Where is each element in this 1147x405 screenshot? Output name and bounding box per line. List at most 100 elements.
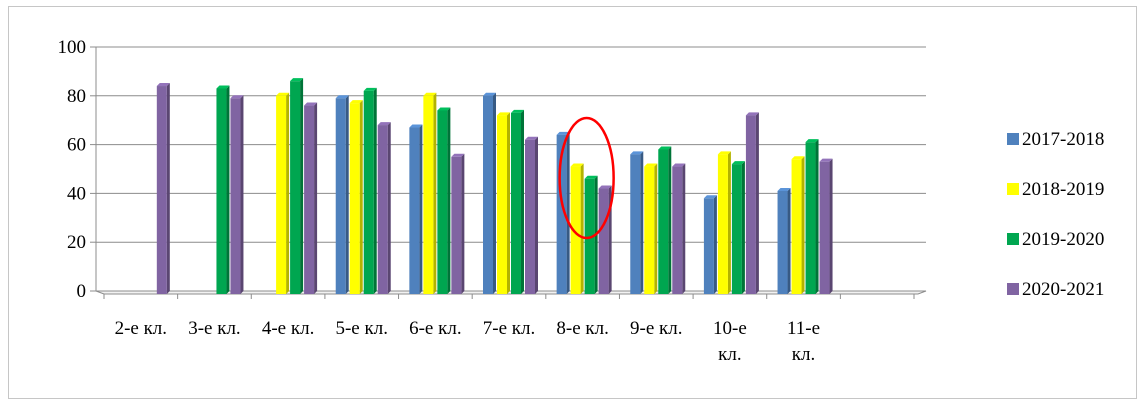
bar-top bbox=[377, 122, 391, 126]
bar bbox=[731, 164, 742, 294]
y-tick-label: 100 bbox=[58, 37, 87, 58]
bar-side bbox=[668, 146, 672, 294]
legend-swatch bbox=[1007, 183, 1019, 195]
bar bbox=[703, 198, 714, 294]
bar bbox=[819, 161, 830, 294]
bar bbox=[335, 98, 346, 295]
bar bbox=[423, 95, 434, 294]
bar bbox=[349, 103, 360, 295]
legend-swatch bbox=[1007, 233, 1019, 245]
x-tick-label: 3-е кл. bbox=[188, 318, 240, 339]
y-tick-label: 80 bbox=[67, 86, 86, 107]
bar-side bbox=[713, 195, 717, 294]
bar bbox=[290, 81, 301, 294]
bar-side bbox=[387, 122, 391, 294]
bar-side bbox=[580, 163, 584, 294]
bar bbox=[584, 178, 595, 294]
bar bbox=[377, 125, 388, 294]
bar-top bbox=[777, 187, 791, 191]
x-tick-label: 11-е bbox=[787, 318, 820, 339]
y-tick-label: 40 bbox=[67, 183, 86, 204]
legend-label: 2020-2021 bbox=[1022, 279, 1104, 300]
bar-top bbox=[658, 146, 672, 150]
bar-side bbox=[419, 124, 423, 295]
x-tick-label: 10-е bbox=[713, 318, 747, 339]
bar-top bbox=[717, 151, 731, 155]
legend: 2017-2018 2018-2019 2019-2020 2020-2021 bbox=[1007, 129, 1104, 300]
bar-side bbox=[640, 151, 644, 294]
bar-side bbox=[755, 112, 759, 294]
bar bbox=[644, 166, 655, 294]
bar-top bbox=[483, 92, 496, 96]
x-tick-label: 7-е кл. bbox=[483, 318, 535, 339]
bar-side bbox=[359, 100, 363, 295]
bar-side bbox=[741, 161, 745, 294]
bar bbox=[598, 188, 609, 294]
bar-top bbox=[598, 185, 612, 189]
bar-top bbox=[437, 107, 451, 111]
bar-top bbox=[156, 83, 170, 87]
bar-top bbox=[805, 139, 819, 143]
bar-top bbox=[216, 85, 230, 89]
bar-top bbox=[335, 95, 349, 99]
bar-side bbox=[801, 156, 805, 294]
bar-top bbox=[703, 195, 717, 199]
bar-side bbox=[787, 187, 791, 294]
bar bbox=[216, 88, 227, 294]
bar-side bbox=[682, 163, 686, 294]
y-tick-label: 20 bbox=[67, 232, 86, 253]
bar bbox=[363, 90, 374, 294]
bar-top bbox=[423, 92, 437, 96]
bar bbox=[570, 166, 581, 294]
bar bbox=[658, 149, 669, 294]
bar-top bbox=[556, 131, 570, 135]
bar bbox=[230, 98, 241, 295]
x-tick-label: 8-е кл. bbox=[556, 318, 608, 339]
y-tick-label: 0 bbox=[77, 281, 87, 302]
bar bbox=[304, 105, 315, 294]
bar-top bbox=[745, 112, 759, 116]
legend-swatch bbox=[1007, 283, 1019, 295]
bar-top bbox=[363, 87, 377, 91]
y-tick-label: 60 bbox=[67, 135, 86, 156]
legend-swatch bbox=[1007, 133, 1019, 145]
tick-labels: 0 20 40 60 80 100 2-е кл. 3-е кл. 4-е кл. 5-е кл.… bbox=[58, 37, 821, 365]
bar bbox=[672, 166, 683, 294]
x-tick-label: кл. bbox=[792, 344, 815, 365]
bar bbox=[791, 159, 802, 294]
bar-side bbox=[240, 95, 244, 295]
bar-top bbox=[584, 175, 598, 179]
annotations bbox=[558, 116, 615, 240]
bar-top bbox=[349, 100, 363, 104]
bar-side bbox=[815, 139, 819, 294]
bar-top bbox=[672, 163, 686, 167]
x-tick-label: 5-е кл. bbox=[335, 318, 387, 339]
bar-side bbox=[226, 85, 230, 294]
bar-side bbox=[166, 83, 170, 294]
legend-label: 2017-2018 bbox=[1022, 129, 1104, 150]
bar-side bbox=[461, 153, 465, 294]
bar-side bbox=[345, 95, 349, 295]
bar-side bbox=[493, 92, 496, 294]
bar-side bbox=[286, 92, 290, 294]
bar-side bbox=[654, 163, 658, 294]
bar-top bbox=[409, 124, 423, 128]
bar bbox=[511, 112, 521, 294]
bar-top bbox=[497, 112, 510, 116]
bar-side bbox=[433, 92, 437, 294]
bar bbox=[717, 154, 728, 294]
bar-side bbox=[300, 78, 304, 294]
x-tick-label: 2-е кл. bbox=[115, 318, 167, 339]
bar-top bbox=[511, 109, 524, 113]
x-tick-label: кл. bbox=[718, 344, 741, 365]
bar-side bbox=[829, 158, 833, 294]
bar bbox=[525, 139, 535, 294]
bar-side bbox=[447, 107, 451, 294]
highlight-ellipse bbox=[558, 116, 615, 240]
bar-top bbox=[644, 163, 658, 167]
bar bbox=[276, 95, 287, 294]
x-tick-label: 4-е кл. bbox=[262, 318, 314, 339]
bar-side bbox=[521, 109, 524, 294]
bar-top bbox=[731, 161, 745, 165]
